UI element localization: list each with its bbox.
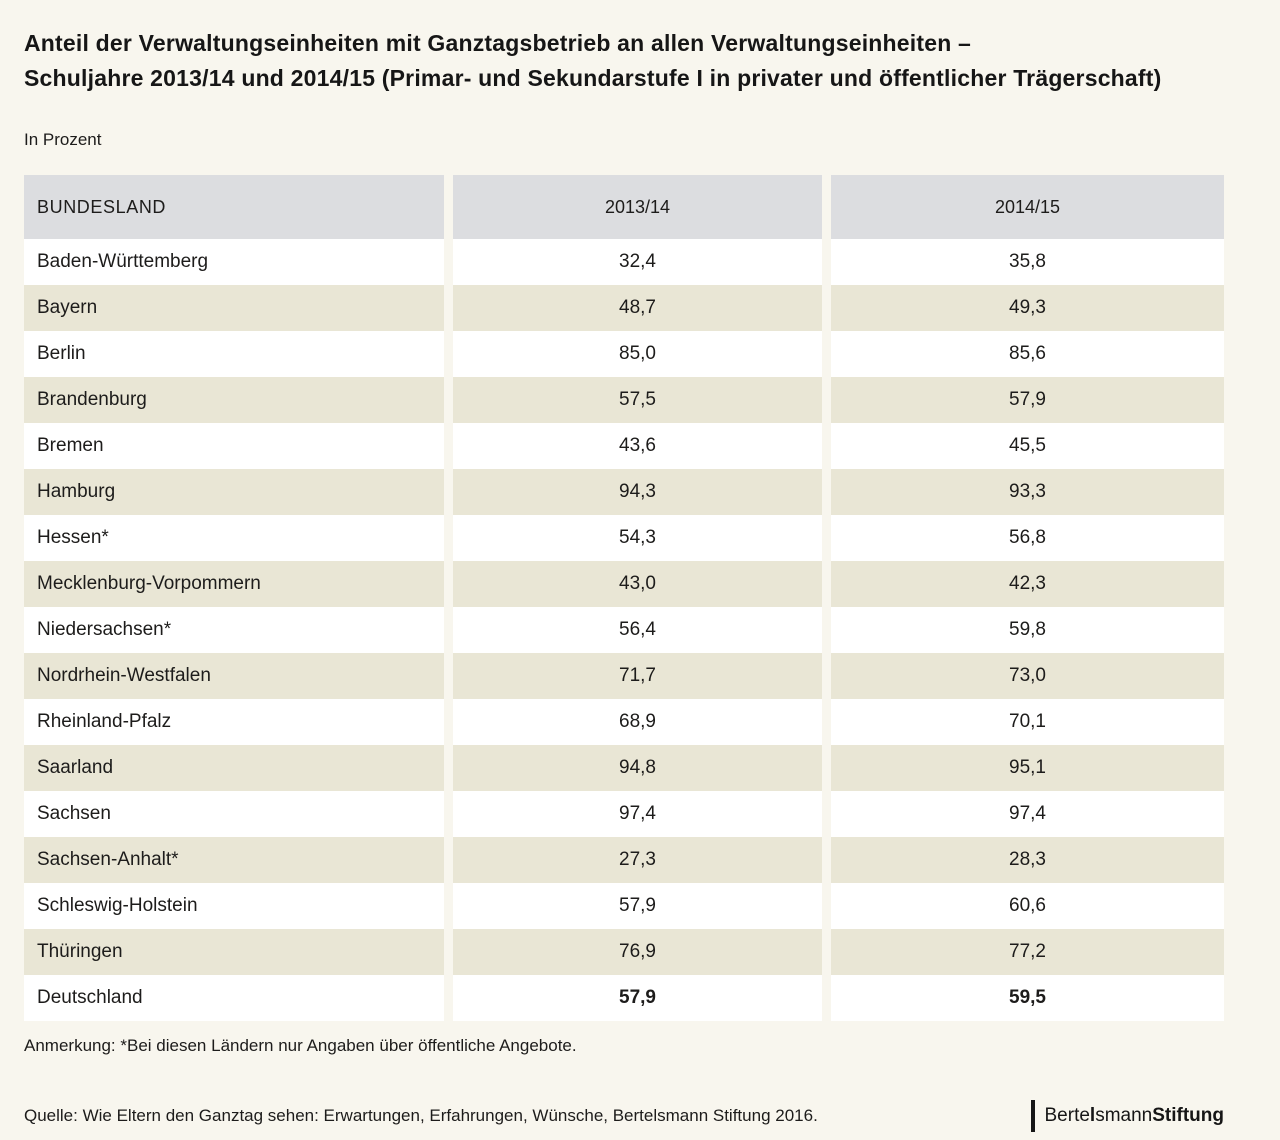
unit-label: In Prozent xyxy=(24,130,102,149)
table-row: Nordrhein-Westfalen 71,7 73,0 xyxy=(24,653,1224,699)
value-cell: 48,7 xyxy=(444,285,822,331)
table-row: Brandenburg 57,5 57,9 xyxy=(24,377,1224,423)
table-row: Baden-Württemberg 32,4 35,8 xyxy=(24,239,1224,285)
bundesland-cell: Hamburg xyxy=(24,469,444,515)
bundesland-cell: Bremen xyxy=(24,423,444,469)
table-row: Saarland 94,8 95,1 xyxy=(24,745,1224,791)
column-header-2013-14: 2013/14 xyxy=(444,175,822,239)
footnote: Anmerkung: *Bei diesen Ländern nur Angab… xyxy=(24,1036,577,1055)
value-cell: 93,3 xyxy=(822,469,1224,515)
table-row: Sachsen-Anhalt* 27,3 28,3 xyxy=(24,837,1224,883)
value-cell: 95,1 xyxy=(822,745,1224,791)
column-header-bundesland: BUNDESLAND xyxy=(24,175,444,239)
table-header: BUNDESLAND 2013/14 2014/15 xyxy=(24,175,1224,239)
value-cell: 43,0 xyxy=(444,561,822,607)
logo-bar-icon xyxy=(1030,1100,1035,1132)
table-row: Mecklenburg-Vorpommern 43,0 42,3 xyxy=(24,561,1224,607)
bundesland-cell: Sachsen-Anhalt* xyxy=(24,837,444,883)
table-row: Deutschland 57,9 59,5 xyxy=(24,975,1224,1021)
bundesland-cell: Baden-Württemberg xyxy=(24,239,444,285)
bundesland-cell: Brandenburg xyxy=(24,377,444,423)
table-header-row: BUNDESLAND 2013/14 2014/15 xyxy=(24,175,1224,239)
bundesland-cell: Nordrhein-Westfalen xyxy=(24,653,444,699)
value-cell: 97,4 xyxy=(822,791,1224,837)
table-row: Bremen 43,6 45,5 xyxy=(24,423,1224,469)
value-cell: 49,3 xyxy=(822,285,1224,331)
value-cell: 97,4 xyxy=(444,791,822,837)
footer: Quelle: Wie Eltern den Ganztag sehen: Er… xyxy=(24,1100,1224,1132)
value-cell: 59,5 xyxy=(822,975,1224,1021)
table-body: Baden-Württemberg 32,4 35,8 Bayern 48,7 49,3 B… xyxy=(24,239,1224,1021)
source-line: Quelle: Wie Eltern den Ganztag sehen: Er… xyxy=(24,1106,818,1125)
table-row: Hessen* 54,3 56,8 xyxy=(24,515,1224,561)
value-cell: 27,3 xyxy=(444,837,822,883)
bundesland-cell: Hessen* xyxy=(24,515,444,561)
value-cell: 32,4 xyxy=(444,239,822,285)
value-cell: 57,9 xyxy=(444,883,822,929)
value-cell: 42,3 xyxy=(822,561,1224,607)
table-row: Niedersachsen* 56,4 59,8 xyxy=(24,607,1224,653)
value-cell: 68,9 xyxy=(444,699,822,745)
table-row: Hamburg 94,3 93,3 xyxy=(24,469,1224,515)
bundesland-cell: Bayern xyxy=(24,285,444,331)
value-cell: 94,3 xyxy=(444,469,822,515)
value-cell: 56,4 xyxy=(444,607,822,653)
value-cell: 76,9 xyxy=(444,929,822,975)
bundesland-table: BUNDESLAND 2013/14 2014/15 Baden-Württem… xyxy=(24,175,1224,1021)
value-cell: 28,3 xyxy=(822,837,1224,883)
value-cell: 35,8 xyxy=(822,239,1224,285)
bundesland-cell: Thüringen xyxy=(24,929,444,975)
table-row: Bayern 48,7 49,3 xyxy=(24,285,1224,331)
value-cell: 85,0 xyxy=(444,331,822,377)
bundesland-cell: Schleswig-Holstein xyxy=(24,883,444,929)
table-row: Schleswig-Holstein 57,9 60,6 xyxy=(24,883,1224,929)
value-cell: 43,6 xyxy=(444,423,822,469)
value-cell: 77,2 xyxy=(822,929,1224,975)
value-cell: 54,3 xyxy=(444,515,822,561)
table-row: Rheinland-Pfalz 68,9 70,1 xyxy=(24,699,1224,745)
bundesland-cell: Rheinland-Pfalz xyxy=(24,699,444,745)
logo-text: BertelsmannStiftung xyxy=(1044,1105,1225,1126)
value-cell: 85,6 xyxy=(822,331,1224,377)
value-cell: 56,8 xyxy=(822,515,1224,561)
page-title: Anteil der Verwaltungseinheiten mit Ganz… xyxy=(24,30,1162,91)
bertelsmann-stiftung-logo: BertelsmannStiftung xyxy=(1030,1100,1225,1132)
value-cell: 73,0 xyxy=(822,653,1224,699)
bundesland-cell: Sachsen xyxy=(24,791,444,837)
value-cell: 59,8 xyxy=(822,607,1224,653)
bundesland-cell: Deutschland xyxy=(24,975,444,1021)
value-cell: 45,5 xyxy=(822,423,1224,469)
bundesland-cell: Berlin xyxy=(24,331,444,377)
table-row: Thüringen 76,9 77,2 xyxy=(24,929,1224,975)
value-cell: 70,1 xyxy=(822,699,1224,745)
bundesland-cell: Mecklenburg-Vorpommern xyxy=(24,561,444,607)
table-row: Sachsen 97,4 97,4 xyxy=(24,791,1224,837)
column-header-2014-15: 2014/15 xyxy=(822,175,1224,239)
value-cell: 57,9 xyxy=(822,377,1224,423)
value-cell: 57,9 xyxy=(444,975,822,1021)
value-cell: 60,6 xyxy=(822,883,1224,929)
table-row: Berlin 85,0 85,6 xyxy=(24,331,1224,377)
value-cell: 71,7 xyxy=(444,653,822,699)
bundesland-cell: Niedersachsen* xyxy=(24,607,444,653)
bundesland-cell: Saarland xyxy=(24,745,444,791)
value-cell: 57,5 xyxy=(444,377,822,423)
value-cell: 94,8 xyxy=(444,745,822,791)
